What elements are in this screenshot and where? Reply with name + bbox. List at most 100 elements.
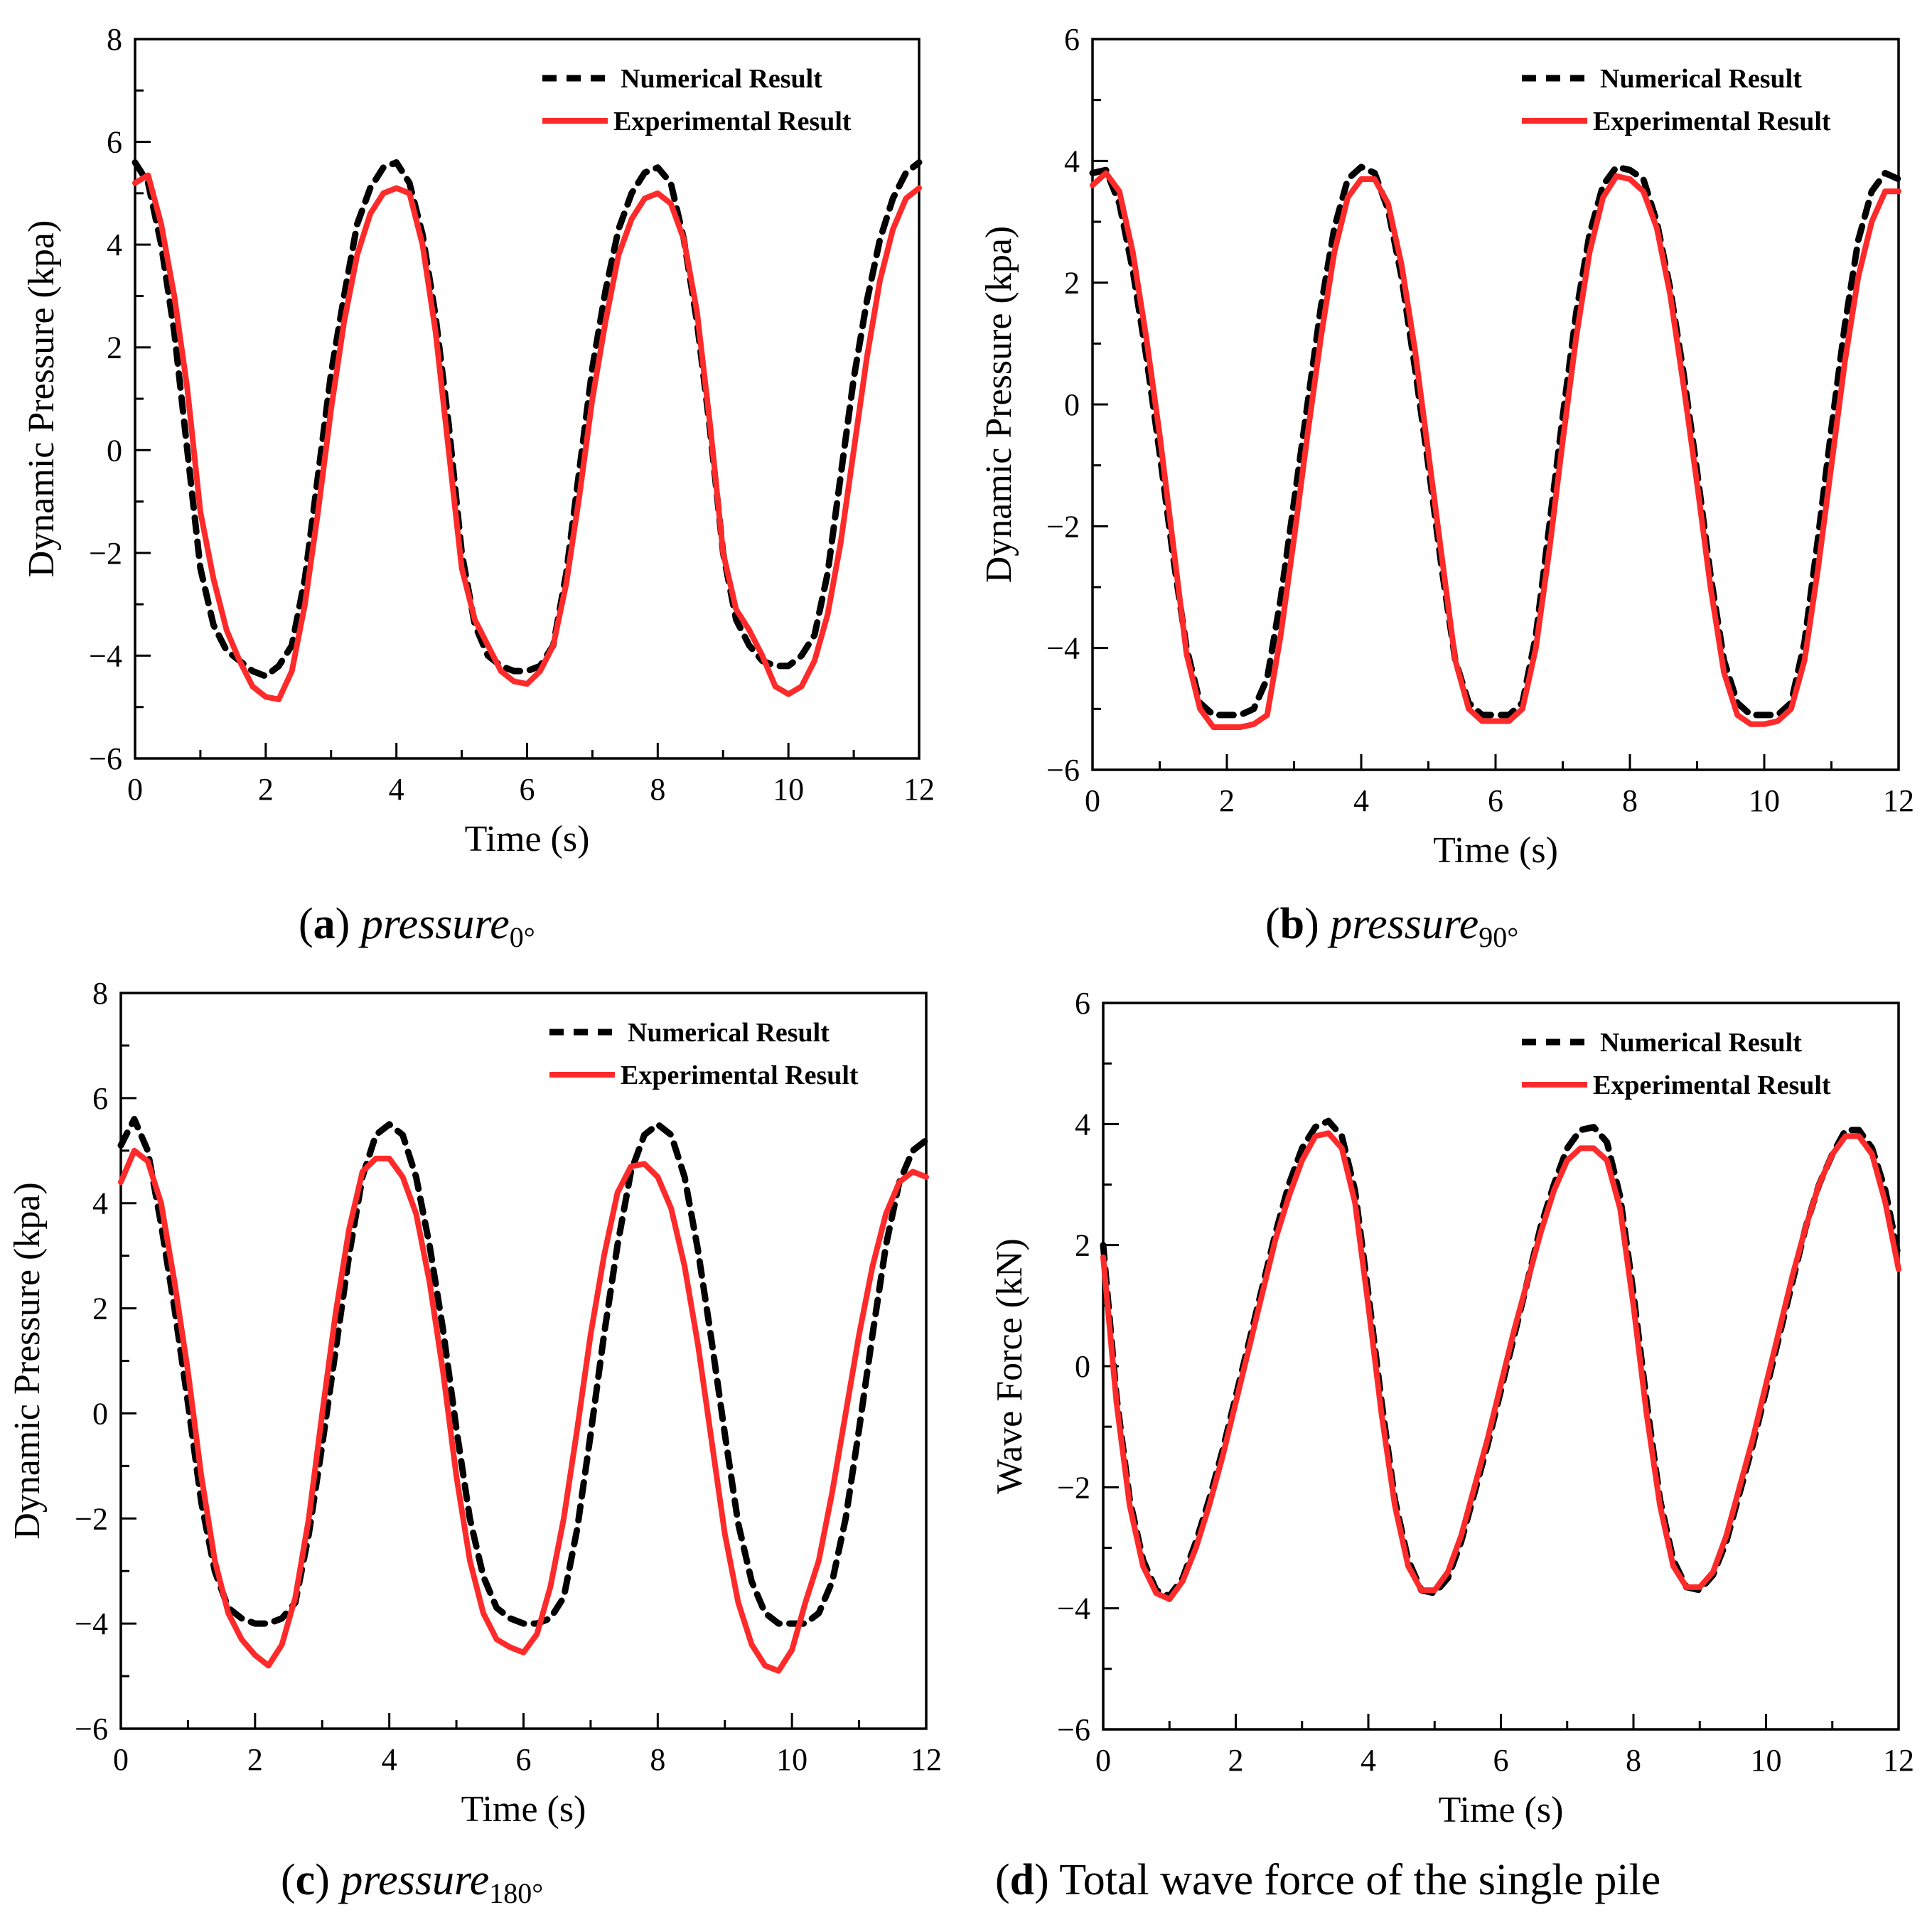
panel-d-legend-experimental-label: Experimental Result [1593,1070,1831,1100]
panel-c-xtick-label: 10 [776,1742,807,1777]
panel-c-numerical-line [117,1115,930,1627]
panel-b-ytick-label: −6 [1046,753,1080,788]
panel-a-caption-variable: pressure [360,900,510,948]
panel-b-x-axis-title: Time (s) [1433,830,1558,871]
panel-b-xtick-label: 12 [1883,783,1914,818]
panel-b-xtick-label: 10 [1749,783,1780,818]
panel-b-xtick-label: 2 [1219,783,1235,818]
panel-b-xtick-label: 4 [1353,783,1369,818]
panel-c-ytick-label: 4 [92,1186,108,1221]
panel-d-ytick-label: −6 [1057,1712,1090,1747]
panel-c-x-axis-title: Time (s) [461,1789,586,1830]
panel-a-x-axis-title: Time (s) [465,819,590,859]
panel-b-ytick-label: 2 [1064,266,1080,301]
panel-b-axes-frame [1091,38,1900,771]
panel-d-ytick-label: −2 [1057,1470,1090,1505]
panel-c-xtick-label: 6 [516,1742,532,1777]
panel-c-caption-variable: pressure [340,1856,490,1904]
panel-b-xtick-label: 8 [1622,783,1638,818]
panel-d-xtick-label: 2 [1228,1743,1244,1778]
panel-b-ytick-label: −2 [1046,509,1080,544]
panel-b-caption-subscript: 90° [1478,921,1519,953]
panel-c-experimental-line [118,1147,929,1674]
panel-d-xtick-label: 8 [1626,1743,1641,1778]
panel-a-xtick-label: 6 [520,772,535,807]
panel-b: 0 2 4 6 8 10 12 −6 −4 −2 0 2 4 6 Time (s) Dynamic Press… [979,22,1914,871]
panel-c-ytick-label: 6 [92,1081,108,1116]
panel-b-xtick-label: 6 [1488,783,1503,818]
panel-d-xtick-label: 0 [1095,1743,1111,1778]
panel-b-ytick-label: −4 [1046,631,1080,666]
panel-c-caption-letter: (c) [281,1856,330,1904]
panel-a-ytick-label: −2 [89,536,122,571]
panel-a-ytick-label: −6 [89,741,122,776]
panel-b-ytick-label: 4 [1064,144,1080,178]
panel-d-x-axis-title: Time (s) [1439,1790,1564,1830]
panel-a-ytick-label: 4 [107,227,122,262]
panel-b-y-axis-title: Dynamic Pressure (kpa) [979,226,1019,584]
panel-d-xtick-label: 6 [1493,1743,1509,1778]
panel-c-ytick-label: −6 [75,1712,108,1746]
panel-a-xtick-label: 12 [903,772,935,807]
panel-d-caption-letter: (d) [995,1856,1049,1904]
panel-a-xtick-label: 2 [258,772,274,807]
panel-d-ytick-label: −4 [1057,1591,1090,1626]
panel-a-ytick-label: 8 [107,22,122,57]
panel-d-ytick-label: 6 [1075,986,1090,1021]
panel-a-ytick-label: 2 [107,331,122,365]
panel-a-legend-experimental-label: Experimental Result [613,107,852,136]
panel-a-xtick-label: 8 [650,772,665,807]
panel-c-xtick-label: 2 [247,1742,263,1777]
panel-c-ytick-label: 2 [92,1292,108,1326]
panel-d: 0 2 4 6 8 10 12 −6 −4 −2 0 2 4 6 Time (s) Wave Force (k… [989,986,1914,1830]
panel-a-xtick-label: 0 [127,772,143,807]
panel-b-caption: (b) pressure90° [1265,899,1518,954]
panel-c-caption: (c) pressure180° [281,1855,543,1910]
panel-c-ytick-label: 8 [92,976,108,1011]
panel-a-ytick-label: 6 [107,125,122,160]
panel-a-ytick-label: −4 [89,638,122,673]
panel-c-xtick-label: 4 [382,1742,397,1777]
panel-a-experimental-line [132,172,922,702]
panel-c-ytick-label: −2 [75,1501,108,1536]
panel-a: 0 2 4 6 8 10 12 −6 −4 −2 0 2 4 6 8 Time (s) Dynamic Pres… [21,22,935,859]
panel-d-axes-frame [1102,1002,1900,1731]
panel-b-legend-experimental-label: Experimental Result [1593,107,1831,136]
panel-d-caption-text: Total wave force of the single pile [1059,1856,1661,1904]
panel-b-legend-numerical-label: Numerical Result [1600,64,1802,94]
panel-d-xtick-label: 12 [1883,1743,1914,1778]
panel-c-ytick-label: −4 [75,1606,108,1641]
panel-b-caption-letter: (b) [1265,900,1319,948]
panel-a-xtick-label: 10 [773,772,804,807]
panel-a-xtick-label: 4 [389,772,404,807]
panel-d-y-axis-title: Wave Force (kN) [989,1238,1030,1494]
panel-b-experimental-line [1090,170,1901,730]
panel-a-y-axis-title: Dynamic Pressure (kpa) [21,220,62,578]
panel-b-numerical-line [1089,163,1902,719]
panel-a-caption-subscript: 0° [509,921,535,953]
panel-d-ytick-label: 4 [1075,1107,1090,1142]
panel-d-xtick-label: 10 [1751,1743,1782,1778]
panel-a-ytick-label: 0 [107,433,122,468]
panel-a-legend-numerical-label: Numerical Result [621,64,822,94]
panel-c-xtick-label: 0 [113,1742,129,1777]
panel-c-caption-subscript: 180° [489,1877,544,1909]
panel-b-xtick-label: 0 [1085,783,1100,818]
panel-d-ytick-label: 2 [1075,1228,1090,1263]
panel-d-ytick-label: 0 [1075,1349,1090,1384]
panel-b-ytick-label: 6 [1064,22,1080,57]
panel-b-caption-variable: pressure [1330,900,1479,948]
panel-c-xtick-label: 8 [650,1742,665,1777]
panel-d-experimental-line [1100,1130,1901,1602]
panel-b-ytick-label: 0 [1064,387,1080,422]
panel-a-numerical-line [132,159,923,680]
panel-c-xtick-label: 12 [911,1742,942,1777]
panel-c: 0 2 4 6 8 10 12 −6 −4 −2 0 2 4 6 8 Time (s) Dynamic Pres… [7,976,942,1830]
panel-d-numerical-line [1100,1117,1902,1600]
panel-c-ytick-label: 0 [92,1396,108,1431]
panel-a-caption: (a) pressure0° [299,899,535,954]
panel-c-legend-experimental-label: Experimental Result [621,1061,859,1090]
panel-d-xtick-label: 4 [1361,1743,1376,1778]
